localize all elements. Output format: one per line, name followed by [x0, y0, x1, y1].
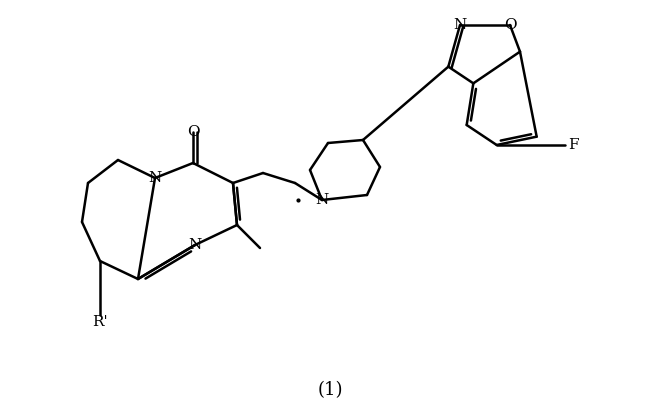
Text: R': R' — [92, 315, 108, 329]
Text: (1): (1) — [317, 381, 343, 399]
Text: N: N — [453, 18, 467, 32]
Text: N: N — [148, 171, 162, 185]
Text: F: F — [568, 138, 579, 152]
Text: N: N — [188, 238, 201, 252]
Text: O: O — [187, 125, 199, 139]
Text: O: O — [504, 18, 516, 32]
Text: N: N — [315, 193, 329, 207]
